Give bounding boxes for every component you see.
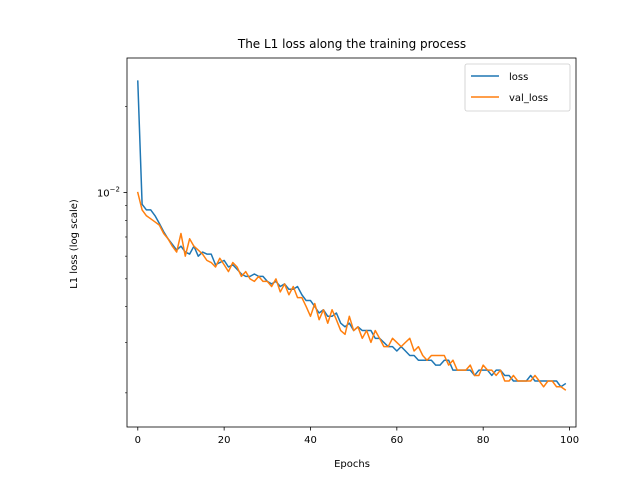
x-tick-label: 100 (560, 435, 579, 446)
x-tick-label: 60 (390, 435, 403, 446)
x-tick-label: 80 (477, 435, 490, 446)
y-axis-title: L1 loss (log scale) (69, 199, 80, 289)
y-tick-label: 10−2 (97, 186, 120, 200)
series-line-val-loss (136, 191, 567, 391)
chart-title: The L1 loss along the training process (237, 37, 466, 51)
axes-frame (126, 57, 577, 428)
x-tick-label: 0 (135, 435, 141, 446)
x-axis-title: Epochs (334, 459, 370, 470)
plot-area (136, 80, 567, 391)
x-tick-label: 20 (218, 435, 231, 446)
x-tick-label: 40 (304, 435, 317, 446)
legend-label-loss: loss (509, 72, 528, 83)
series-layer (136, 80, 567, 391)
legend: loss val_loss (464, 63, 571, 112)
legend-label-val-loss: val_loss (509, 93, 548, 104)
axes: 0 20 40 60 80 100 10−2 (97, 57, 579, 446)
